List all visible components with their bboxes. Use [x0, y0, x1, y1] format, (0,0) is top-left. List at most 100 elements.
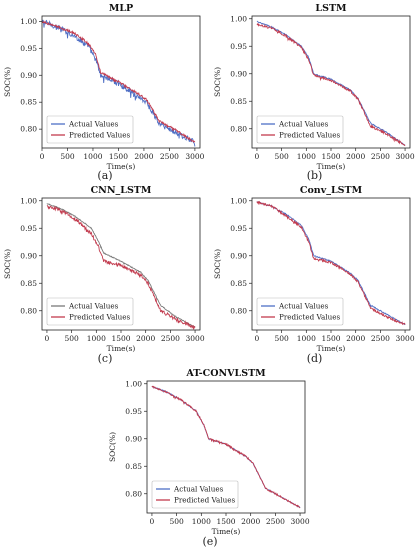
series-line-predicted — [256, 200, 406, 326]
x-tick-label: 2000 — [346, 334, 365, 343]
caption-a: (a) — [97, 169, 113, 182]
chart-svg: MLP 0 500 1000 1500 2000 2500 3000 0.80 0.85 0.90 0… — [3, 3, 205, 171]
series-line-actual — [256, 201, 406, 326]
x-tick-label: 2000 — [134, 152, 153, 161]
x-tick-label: 2500 — [161, 334, 180, 343]
y-tick-label: 0.95 — [125, 407, 142, 416]
x-tick-label: 1000 — [297, 152, 316, 161]
x-tick-label: 2500 — [160, 152, 179, 161]
x-tick-label: 2000 — [346, 152, 365, 161]
x-tick-label: 2500 — [371, 334, 390, 343]
y-tick-label: 0.95 — [230, 224, 247, 233]
chart-title: LSTM — [315, 3, 347, 14]
y-tick-label: 0.80 — [230, 124, 247, 133]
y-tick-label: 0.90 — [230, 251, 247, 260]
x-tick-label: 0 — [45, 334, 50, 343]
series-line-predicted — [256, 22, 406, 147]
legend: Actual Values Predicted Values — [256, 115, 344, 144]
y-axis-label: SOC(%) — [3, 67, 12, 97]
legend-label: Predicted Values — [69, 313, 130, 322]
y-tick-label: 0.90 — [125, 434, 142, 443]
x-tick-label: 1500 — [216, 517, 235, 526]
x-axis-label: Time(s) — [317, 162, 346, 171]
y-tick-label: 1.00 — [230, 14, 247, 23]
x-tick-label: 0 — [150, 517, 155, 526]
legend-label: Actual Values — [68, 302, 119, 311]
legend-label: Predicted Values — [174, 496, 235, 505]
x-tick-label: 1000 — [83, 152, 102, 161]
x-tick-label: 3000 — [186, 334, 205, 343]
chart-panel-cnn-lstm: CNN_LSTM 0 500 1000 1500 2000 2500 3000 0.80 0.85… — [0, 182, 210, 367]
series-line-actual — [42, 19, 196, 147]
chart-svg: CNN_LSTM 0 500 1000 1500 2000 2500 3000 0.80 0.85… — [3, 185, 205, 353]
y-tick-label: 0.85 — [20, 279, 37, 288]
chart-svg: LSTM 0 500 1000 1500 2000 2500 3000 0.80 0.85 0.90… — [213, 3, 415, 171]
chart-panel-mlp: MLP 0 500 1000 1500 2000 2500 3000 0.80 0.85 0.90 0… — [0, 0, 210, 185]
chart-panel-lstm: LSTM 0 500 1000 1500 2000 2500 3000 0.80 0.85 0.90… — [210, 0, 419, 185]
y-tick-label: 1.00 — [20, 17, 37, 26]
y-tick-label: 1.00 — [230, 196, 247, 205]
x-tick-label: 500 — [60, 152, 75, 161]
x-axis-label: Time(s) — [212, 527, 241, 536]
legend-label: Actual Values — [68, 120, 119, 129]
x-axis-label: Time(s) — [107, 344, 136, 353]
x-tick-label: 500 — [274, 152, 289, 161]
caption-b: (b) — [306, 169, 323, 182]
chart-svg: AT-CONVLSTM 0 500 1000 1500 2000 2500 3000 0.80 0… — [108, 368, 310, 536]
x-axis-label: Time(s) — [107, 162, 136, 171]
x-axis-label: Time(s) — [317, 344, 346, 353]
chart-panel-at-convlstm: AT-CONVLSTM 0 500 1000 1500 2000 2500 3000 0.80 0… — [105, 365, 315, 550]
y-tick-label: 0.80 — [20, 125, 37, 134]
chart-title: AT-CONVLSTM — [185, 368, 266, 379]
chart-title: MLP — [109, 3, 133, 14]
x-tick-label: 1500 — [321, 152, 340, 161]
x-tick-label: 500 — [64, 334, 79, 343]
legend-label: Predicted Values — [279, 313, 340, 322]
x-tick-label: 1500 — [321, 334, 340, 343]
legend: Actual Values Predicted Values — [46, 297, 134, 326]
y-tick-label: 0.80 — [20, 306, 37, 315]
y-tick-label: 1.00 — [125, 379, 142, 388]
x-tick-label: 500 — [169, 517, 184, 526]
legend-label: Predicted Values — [69, 131, 130, 140]
caption-e: (e) — [202, 535, 218, 548]
x-tick-label: 3000 — [396, 152, 415, 161]
legend-label: Actual Values — [278, 120, 329, 129]
series-line-predicted — [46, 205, 196, 330]
x-tick-label: 0 — [255, 334, 260, 343]
y-axis-label: SOC(%) — [3, 249, 12, 279]
x-tick-label: 3000 — [185, 152, 204, 161]
legend-label: Actual Values — [173, 485, 224, 494]
x-tick-label: 2000 — [136, 334, 155, 343]
y-tick-label: 0.90 — [230, 69, 247, 78]
legend: Actual Values Predicted Values — [256, 297, 344, 326]
caption-d: (d) — [306, 352, 323, 365]
x-tick-label: 3000 — [291, 517, 310, 526]
x-tick-label: 3000 — [396, 334, 415, 343]
legend: Actual Values Predicted Values — [46, 115, 134, 144]
caption-c: (c) — [97, 352, 113, 365]
legend-label: Predicted Values — [279, 131, 340, 140]
chart-title: CNN_LSTM — [91, 185, 152, 196]
chart-title: Conv_LSTM — [300, 185, 363, 196]
series-line-predicted — [151, 385, 301, 509]
series-line-actual — [46, 203, 196, 328]
y-axis-label: SOC(%) — [108, 432, 117, 462]
y-tick-label: 0.85 — [230, 97, 247, 106]
series-line-predicted — [42, 20, 196, 143]
series-line-actual — [256, 20, 406, 146]
x-tick-label: 2000 — [241, 517, 260, 526]
y-tick-label: 0.95 — [20, 224, 37, 233]
axes-frame — [41, 15, 201, 149]
x-tick-label: 1000 — [297, 334, 316, 343]
chart-panel-conv-lstm: Conv_LSTM 0 500 1000 1500 2000 2500 3000 0.80 0.8… — [210, 182, 419, 367]
y-axis-label: SOC(%) — [213, 67, 222, 97]
legend-label: Actual Values — [278, 302, 329, 311]
y-axis-label: SOC(%) — [213, 249, 222, 279]
y-tick-label: 0.80 — [230, 306, 247, 315]
x-tick-label: 0 — [255, 152, 260, 161]
x-tick-label: 1500 — [109, 152, 128, 161]
y-tick-label: 1.00 — [20, 196, 37, 205]
y-tick-label: 0.90 — [20, 71, 37, 80]
